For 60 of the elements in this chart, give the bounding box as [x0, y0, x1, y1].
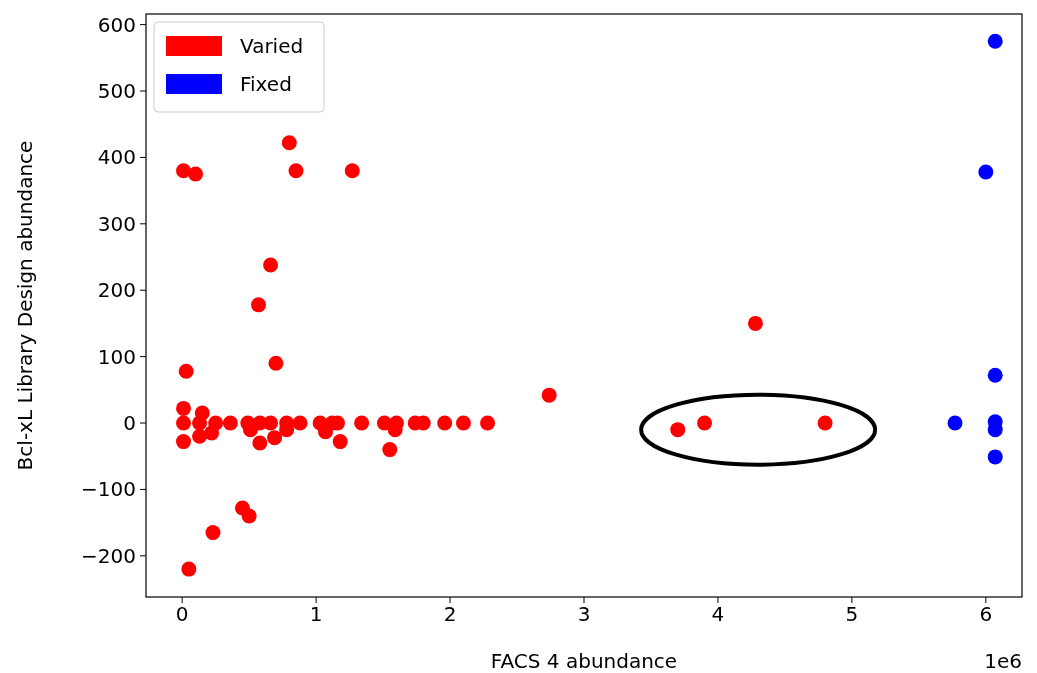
- y-tick-label: 100: [97, 344, 136, 369]
- point: [251, 297, 267, 313]
- point: [344, 163, 360, 179]
- point: [480, 415, 496, 431]
- point: [176, 434, 192, 450]
- point: [188, 166, 204, 182]
- x-axis-title: FACS 4 abundance: [490, 649, 678, 673]
- point: [281, 135, 297, 151]
- y-tick-label: 500: [97, 79, 136, 104]
- point: [176, 400, 192, 416]
- point: [987, 449, 1003, 465]
- point: [670, 422, 686, 438]
- point: [817, 415, 833, 431]
- y-tick-label: 200: [97, 278, 136, 303]
- y-axis-title: Bcl-xL Library Design abundance: [13, 140, 37, 471]
- point: [241, 508, 257, 524]
- y-tick-label: 600: [97, 12, 136, 37]
- point: [288, 163, 304, 179]
- legend-label: Fixed: [240, 72, 292, 96]
- legend-label: Varied: [240, 34, 304, 58]
- point: [354, 415, 370, 431]
- point: [947, 415, 963, 431]
- point: [268, 355, 284, 371]
- point: [267, 430, 283, 446]
- y-tick-label: 0: [123, 411, 136, 436]
- point: [697, 415, 713, 431]
- x-tick-label: 2: [443, 602, 457, 626]
- point: [541, 387, 557, 403]
- point: [263, 415, 279, 431]
- point: [192, 428, 208, 444]
- point: [332, 434, 348, 450]
- y-tick-label: 400: [97, 145, 136, 170]
- point: [382, 442, 398, 458]
- x-tick-label: 6: [979, 602, 993, 626]
- y-tick-label: 300: [97, 211, 136, 236]
- point: [192, 415, 208, 431]
- text: 1e6: [984, 649, 1022, 673]
- y-tick-label: −100: [81, 477, 136, 502]
- point: [205, 525, 221, 541]
- point: [252, 435, 268, 451]
- point: [176, 415, 192, 431]
- point: [987, 33, 1003, 49]
- point: [263, 257, 279, 273]
- point: [437, 415, 453, 431]
- point: [176, 163, 192, 179]
- point: [181, 561, 197, 577]
- x-tick-label: 5: [845, 602, 859, 626]
- point: [455, 415, 471, 431]
- x-tick-label: 4: [711, 602, 725, 626]
- x-tick-label: 0: [175, 602, 189, 626]
- point: [978, 164, 994, 180]
- point: [292, 415, 308, 431]
- point: [204, 425, 220, 441]
- point: [747, 315, 763, 331]
- x-tick-label: 3: [577, 602, 591, 626]
- y-tick-label: −200: [81, 543, 136, 568]
- point: [222, 415, 238, 431]
- x-tick-label: 1: [309, 602, 323, 626]
- point: [987, 367, 1003, 383]
- point: [178, 363, 194, 379]
